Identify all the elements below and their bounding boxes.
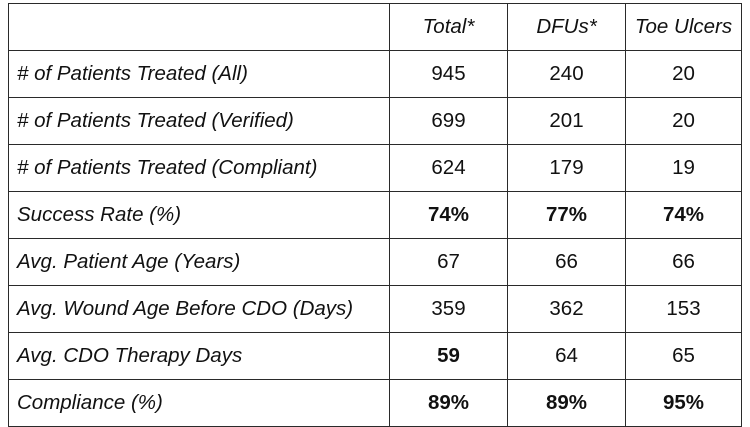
cell-toe-ulcers: 153	[625, 285, 742, 333]
cell-total: 67	[389, 238, 508, 286]
table-body: # of Patients Treated (All) 945 240 20 # of …	[8, 50, 742, 427]
table-row: Avg. Wound Age Before CDO (Days) 359 362 15…	[8, 285, 742, 333]
row-label: # of Patients Treated (Verified)	[8, 97, 390, 145]
cell-dfus: 89%	[507, 379, 626, 427]
column-header-dfus: DFUs*	[507, 3, 626, 51]
cell-toe-ulcers: 74%	[625, 191, 742, 239]
results-table: Total* DFUs* Toe Ulcers # of Patients Tr…	[8, 3, 742, 427]
row-label: # of Patients Treated (Compliant)	[8, 144, 390, 192]
row-label: Avg. Wound Age Before CDO (Days)	[8, 285, 390, 333]
cell-dfus: 240	[507, 50, 626, 98]
column-header-total: Total*	[389, 3, 508, 51]
cell-total: 945	[389, 50, 508, 98]
table-row: # of Patients Treated (Compliant) 624 179 1…	[8, 144, 742, 192]
cell-dfus: 64	[507, 332, 626, 380]
cell-dfus: 77%	[507, 191, 626, 239]
row-label: Compliance (%)	[8, 379, 390, 427]
row-label: Avg. CDO Therapy Days	[8, 332, 390, 380]
cell-toe-ulcers: 65	[625, 332, 742, 380]
column-header-toe-ulcers: Toe Ulcers	[625, 3, 742, 51]
cell-toe-ulcers: 20	[625, 50, 742, 98]
table-row: Success Rate (%) 74% 77% 74%	[8, 191, 742, 239]
cell-toe-ulcers: 95%	[625, 379, 742, 427]
cell-total: 59	[389, 332, 508, 380]
cell-total: 89%	[389, 379, 508, 427]
table-row: # of Patients Treated (Verified) 699 201 20	[8, 97, 742, 145]
cell-total: 624	[389, 144, 508, 192]
table-row: # of Patients Treated (All) 945 240 20	[8, 50, 742, 98]
cell-dfus: 362	[507, 285, 626, 333]
row-label: Avg. Patient Age (Years)	[8, 238, 390, 286]
cell-dfus: 179	[507, 144, 626, 192]
table-row: Avg. Patient Age (Years) 67 66 66	[8, 238, 742, 286]
corner-cell	[8, 3, 390, 51]
table-row: Avg. CDO Therapy Days 59 64 65	[8, 332, 742, 380]
cell-dfus: 66	[507, 238, 626, 286]
cell-toe-ulcers: 19	[625, 144, 742, 192]
cell-toe-ulcers: 20	[625, 97, 742, 145]
cell-toe-ulcers: 66	[625, 238, 742, 286]
table-row: Compliance (%) 89% 89% 95%	[8, 379, 742, 427]
cell-dfus: 201	[507, 97, 626, 145]
header-row: Total* DFUs* Toe Ulcers	[8, 3, 742, 51]
row-label: Success Rate (%)	[8, 191, 390, 239]
cell-total: 74%	[389, 191, 508, 239]
cell-total: 699	[389, 97, 508, 145]
row-label: # of Patients Treated (All)	[8, 50, 390, 98]
cell-total: 359	[389, 285, 508, 333]
